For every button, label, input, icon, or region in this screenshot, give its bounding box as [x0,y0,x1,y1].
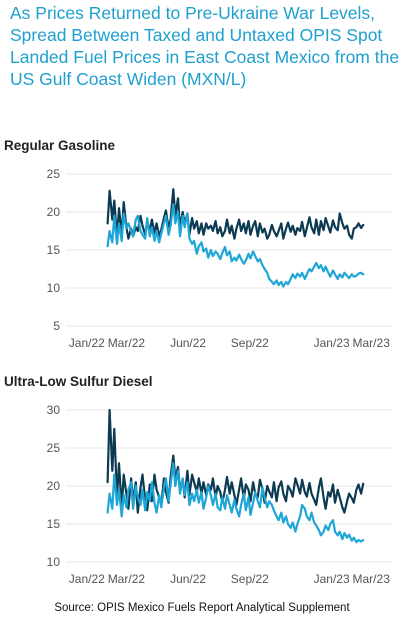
figure-title: As Prices Returned to Pre-Ukraine War Le… [10,3,400,89]
x-tick-label: Jan/22 [69,336,105,350]
x-tick-label: Mar/23 [353,336,391,350]
y-tick-label: 10 [47,281,61,295]
y-tick-label: 15 [47,243,61,257]
diesel-line-chart: 10 15 20 25 30 Jan/22 Mar/22 Jun/22 Sep/22 Jan/23… [47,403,392,586]
chart-title-gasoline: Regular Gasoline [4,138,116,153]
y-tick-label: 10 [47,555,61,569]
x-tick-label: Sep/22 [231,336,269,350]
y-tick-label: 25 [47,167,61,181]
x-tick-label: Jan/22 [69,572,105,586]
x-tick-label: Jun/22 [170,336,206,350]
series-line-light [106,462,365,544]
y-tick-label: 25 [47,441,61,455]
source-note: Source: OPIS Mexico Fuels Report Analyti… [54,602,350,614]
x-tick-label: Mar/23 [353,572,391,586]
y-tick-label: 20 [47,205,61,219]
x-tick-label: Sep/22 [231,572,269,586]
x-tick-label: Jan/23 [314,336,350,350]
x-tick-label: Mar/22 [108,336,146,350]
x-tick-label: Jan/23 [314,572,350,586]
x-tick-label: Jun/22 [170,572,206,586]
y-tick-label: 15 [47,517,61,531]
x-tick-label: Mar/22 [108,572,146,586]
gasoline-line-chart: 5 10 15 20 25 Jan/22 Mar/22 Jun/22 Sep/22 Jan/23 M… [47,167,392,350]
y-tick-label: 5 [53,319,60,333]
series-line-dark [106,188,365,240]
y-tick-label: 20 [47,479,61,493]
y-tick-label: 30 [47,403,61,417]
chart-title-diesel: Ultra-Low Sulfur Diesel [4,374,153,389]
series-line-light [106,203,365,288]
